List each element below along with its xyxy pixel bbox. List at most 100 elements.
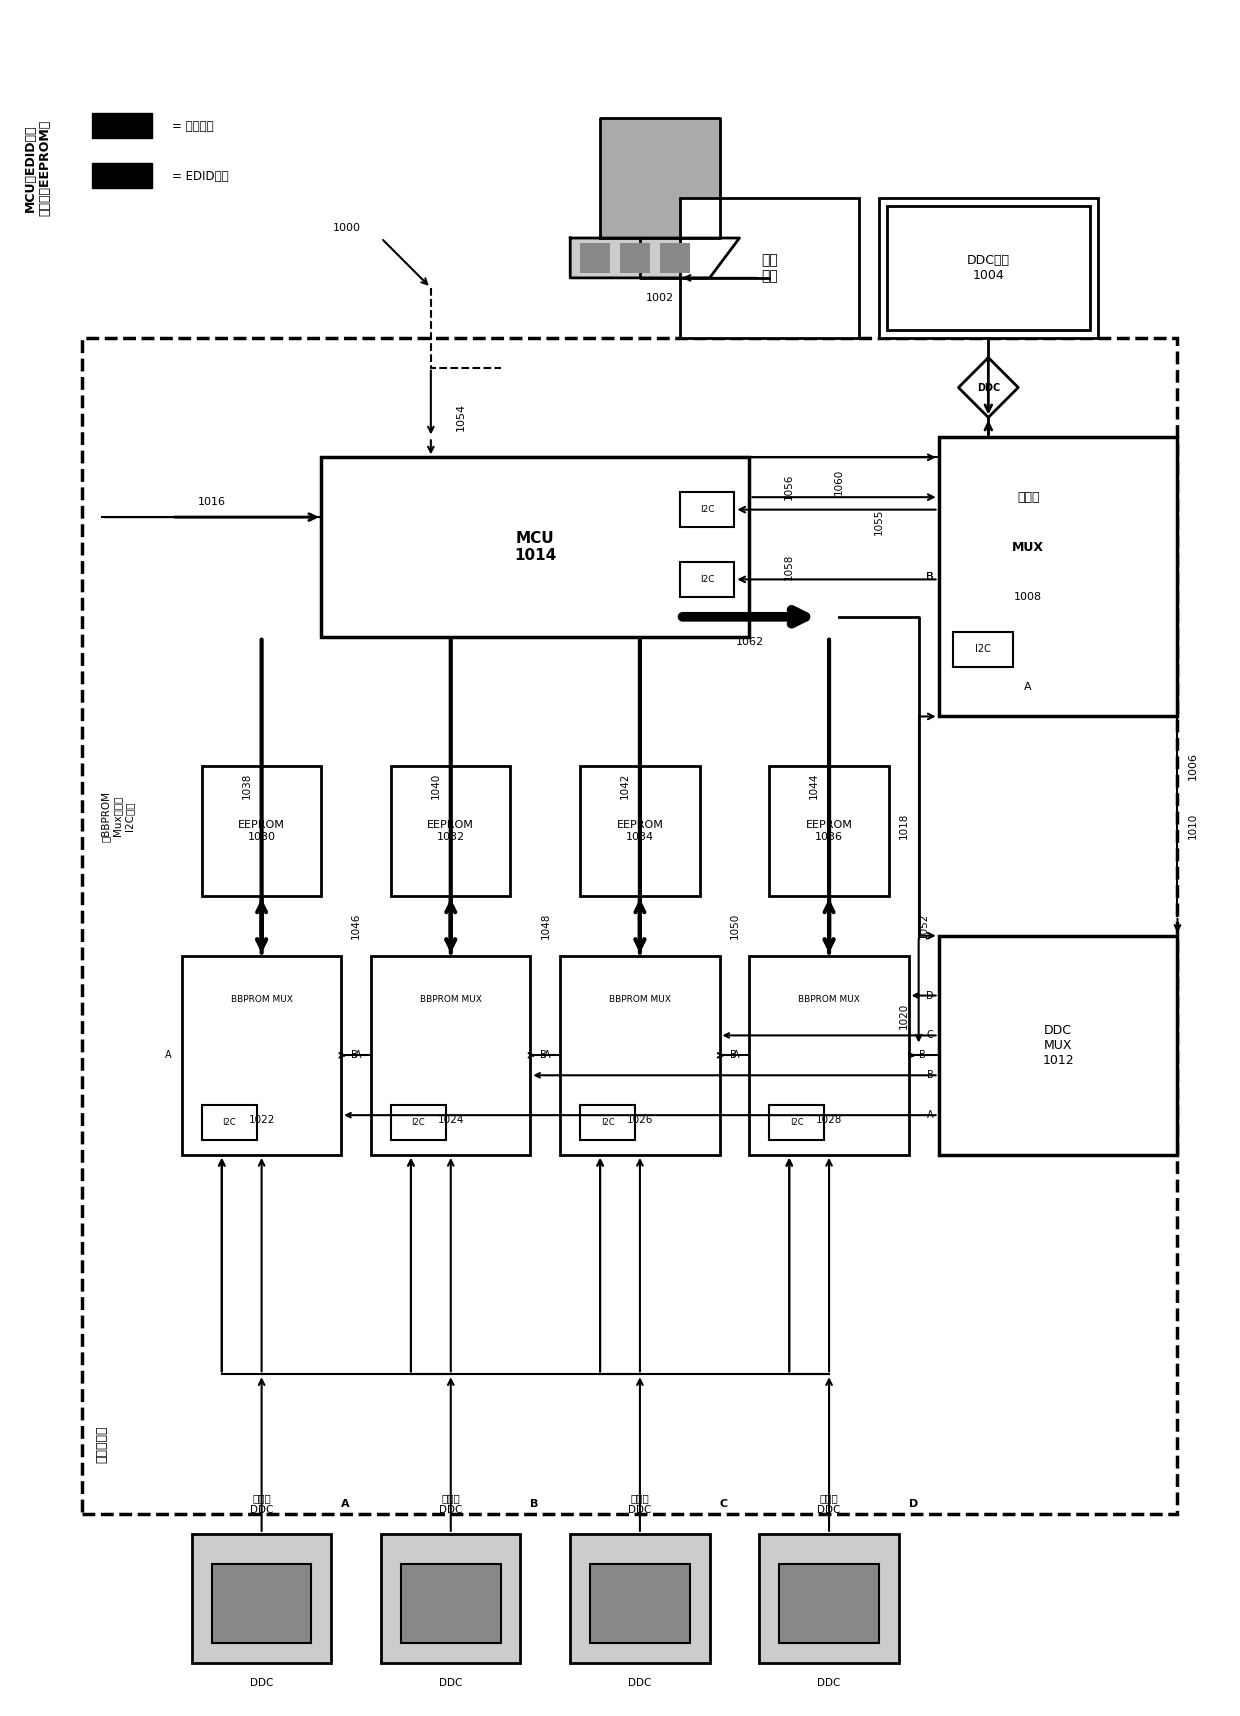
Polygon shape <box>580 244 610 273</box>
FancyBboxPatch shape <box>887 206 1090 329</box>
Text: 1000: 1000 <box>334 223 361 233</box>
Text: BBPROM MUX: BBPROM MUX <box>799 995 861 1004</box>
FancyBboxPatch shape <box>371 956 531 1155</box>
Polygon shape <box>959 357 1018 417</box>
Text: B: B <box>541 1050 547 1060</box>
FancyBboxPatch shape <box>749 956 909 1155</box>
Text: I2C: I2C <box>699 505 714 515</box>
Text: B: B <box>926 571 934 582</box>
Text: 1006: 1006 <box>1188 752 1198 781</box>
Text: I2C: I2C <box>222 1119 236 1127</box>
Text: A: A <box>543 1050 551 1060</box>
Text: B: B <box>919 1050 925 1060</box>
FancyBboxPatch shape <box>570 1534 709 1663</box>
Text: I2C: I2C <box>412 1119 425 1127</box>
Text: A: A <box>733 1050 739 1060</box>
FancyBboxPatch shape <box>321 456 749 637</box>
Text: 计算机
DDC: 计算机 DDC <box>250 1493 273 1515</box>
Text: EEPROM
1030: EEPROM 1030 <box>238 820 285 843</box>
Text: D: D <box>909 1498 918 1508</box>
Text: 视频
端口: 视频 端口 <box>761 252 777 283</box>
FancyBboxPatch shape <box>391 767 511 896</box>
Text: 计算机
DDC: 计算机 DDC <box>817 1493 841 1515</box>
Polygon shape <box>620 244 650 273</box>
FancyBboxPatch shape <box>680 561 734 597</box>
Text: 1046: 1046 <box>351 913 361 939</box>
Text: 1040: 1040 <box>430 774 441 800</box>
Text: A: A <box>928 1110 934 1121</box>
FancyBboxPatch shape <box>391 1105 446 1139</box>
Text: B: B <box>926 1071 934 1081</box>
Text: BBPROM MUX: BBPROM MUX <box>231 995 293 1004</box>
Text: 1008: 1008 <box>1014 592 1043 602</box>
FancyBboxPatch shape <box>759 1534 899 1663</box>
FancyBboxPatch shape <box>192 1534 331 1663</box>
Text: 1022: 1022 <box>248 1115 275 1126</box>
Text: C: C <box>719 1498 728 1508</box>
Text: EEPROM
1034: EEPROM 1034 <box>616 820 663 843</box>
Text: 1055: 1055 <box>874 510 884 535</box>
FancyBboxPatch shape <box>580 767 699 896</box>
FancyBboxPatch shape <box>580 1105 635 1139</box>
FancyBboxPatch shape <box>560 956 719 1155</box>
Polygon shape <box>660 244 689 273</box>
Polygon shape <box>570 239 739 278</box>
FancyBboxPatch shape <box>92 163 153 189</box>
FancyBboxPatch shape <box>182 956 341 1155</box>
FancyBboxPatch shape <box>401 1563 501 1644</box>
Text: I2C: I2C <box>790 1119 804 1127</box>
Text: A: A <box>341 1498 350 1508</box>
Polygon shape <box>600 118 719 239</box>
Text: A: A <box>355 1050 361 1060</box>
FancyBboxPatch shape <box>212 1563 311 1644</box>
Text: MCU将EDID信息
写入每个EEPROM中: MCU将EDID信息 写入每个EEPROM中 <box>24 120 52 216</box>
Text: 1048: 1048 <box>541 913 551 939</box>
Text: 计算机选择: 计算机选择 <box>95 1426 109 1462</box>
Text: B: B <box>926 571 934 582</box>
Text: DDC
MUX
1012: DDC MUX 1012 <box>1042 1024 1074 1067</box>
Text: B: B <box>351 1050 358 1060</box>
Text: 1028: 1028 <box>816 1115 842 1126</box>
FancyBboxPatch shape <box>92 113 153 139</box>
Text: = 控制信号: = 控制信号 <box>172 120 213 132</box>
Text: DDC: DDC <box>817 1678 841 1689</box>
Text: A: A <box>1024 681 1032 692</box>
FancyBboxPatch shape <box>939 438 1178 717</box>
FancyBboxPatch shape <box>954 631 1013 666</box>
Text: 1026: 1026 <box>626 1115 653 1126</box>
Text: 1010: 1010 <box>1188 813 1198 839</box>
FancyBboxPatch shape <box>381 1534 521 1663</box>
FancyBboxPatch shape <box>202 767 321 896</box>
Text: B: B <box>531 1498 538 1508</box>
Text: 1016: 1016 <box>198 498 226 508</box>
Text: DDC: DDC <box>250 1678 273 1689</box>
Text: EEPROM
1036: EEPROM 1036 <box>806 820 852 843</box>
Text: 1020: 1020 <box>899 1002 909 1028</box>
Text: 将BBPROM
Mux设置到
I2C接口: 将BBPROM Mux设置到 I2C接口 <box>100 791 134 841</box>
Text: 1038: 1038 <box>242 772 252 800</box>
Text: 1002: 1002 <box>646 293 673 302</box>
Text: 计算机
DDC: 计算机 DDC <box>629 1493 651 1515</box>
Text: 1024: 1024 <box>438 1115 464 1126</box>
Text: 1062: 1062 <box>735 637 764 647</box>
Text: 1042: 1042 <box>620 772 630 800</box>
Text: I2C: I2C <box>600 1119 614 1127</box>
FancyBboxPatch shape <box>769 767 889 896</box>
Text: DDC: DDC <box>629 1678 651 1689</box>
FancyBboxPatch shape <box>779 1563 879 1644</box>
Text: 1058: 1058 <box>784 554 795 580</box>
FancyBboxPatch shape <box>680 492 734 527</box>
FancyBboxPatch shape <box>939 935 1178 1155</box>
Text: EEPROM
1032: EEPROM 1032 <box>428 820 474 843</box>
Text: MCU
1014: MCU 1014 <box>515 530 557 563</box>
Text: B: B <box>729 1050 737 1060</box>
FancyBboxPatch shape <box>879 197 1097 338</box>
Text: D: D <box>926 990 934 1000</box>
Text: 1056: 1056 <box>784 474 795 501</box>
Text: I2C: I2C <box>699 575 714 583</box>
FancyBboxPatch shape <box>590 1563 689 1644</box>
FancyBboxPatch shape <box>769 1105 825 1139</box>
Text: A: A <box>165 1050 172 1060</box>
Text: C: C <box>926 1030 934 1040</box>
Text: 1052: 1052 <box>919 913 929 939</box>
